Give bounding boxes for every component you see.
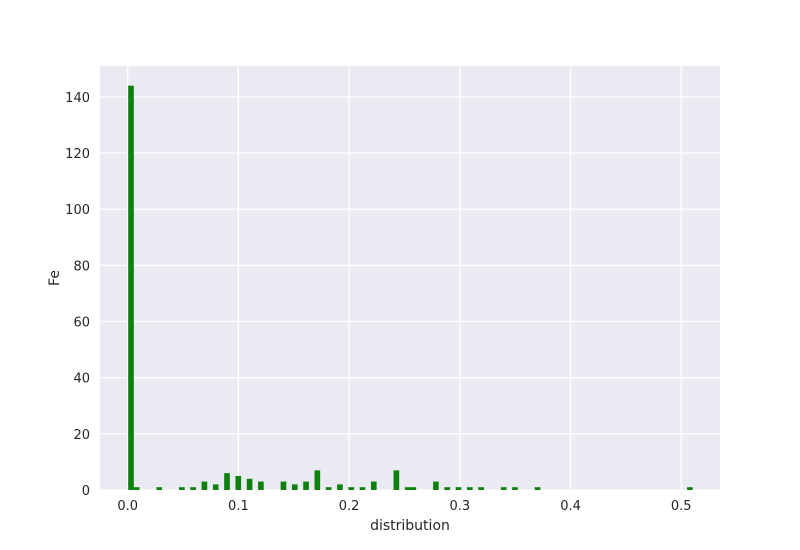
histogram-bars — [128, 85, 693, 490]
histogram-bar — [687, 487, 693, 490]
histogram-bar — [201, 481, 208, 490]
histogram-bar — [455, 487, 462, 490]
grid-lines — [100, 66, 720, 491]
y-tick-labels: 0 20 40 60 80 100 120 140 — [65, 91, 90, 499]
y-tick-label: 60 — [73, 316, 90, 331]
y-tick-label: 100 — [65, 203, 90, 218]
histogram-bar — [500, 487, 507, 490]
histogram-bar — [393, 470, 400, 490]
histogram-bar — [325, 487, 332, 490]
histogram-bar — [212, 484, 219, 490]
histogram-bar — [291, 484, 298, 490]
y-tick-label: 40 — [73, 372, 90, 387]
x-tick-label: 0.3 — [449, 499, 470, 514]
histogram-bar — [246, 478, 253, 490]
histogram-bar — [534, 487, 541, 490]
histogram-bar — [133, 487, 140, 490]
histogram-bar — [178, 487, 185, 490]
histogram-bar — [512, 487, 518, 490]
x-tick-label: 0.2 — [339, 499, 360, 514]
histogram-bar — [404, 487, 411, 490]
y-axis-label: Fe — [47, 270, 63, 286]
x-axis-label: distribution — [370, 518, 450, 534]
histogram-bar — [303, 481, 309, 490]
histogram-bar — [258, 481, 264, 490]
x-tick-label: 0.4 — [560, 499, 581, 514]
y-tick-label: 0 — [82, 484, 90, 499]
histogram-bar — [337, 484, 343, 490]
histogram-bar — [314, 470, 321, 490]
plot-background — [100, 66, 720, 490]
y-tick-label: 140 — [65, 91, 90, 106]
histogram-bar — [156, 487, 163, 490]
histogram-bar — [224, 473, 230, 490]
y-tick-label: 80 — [73, 259, 90, 274]
histogram-bar — [466, 487, 473, 490]
histogram-bar — [280, 481, 287, 490]
histogram-bar — [433, 481, 439, 490]
histogram-bar — [359, 487, 366, 490]
y-tick-label: 20 — [73, 428, 90, 443]
histogram-bar — [444, 487, 451, 490]
histogram-bar — [128, 85, 134, 490]
histogram-bar — [370, 481, 377, 490]
x-tick-labels: 0.0 0.1 0.2 0.3 0.4 0.5 — [117, 499, 691, 514]
histogram-bar — [410, 487, 417, 490]
histogram-bar — [478, 487, 484, 490]
x-tick-label: 0.5 — [671, 499, 692, 514]
x-tick-label: 0.1 — [228, 499, 249, 514]
histogram-bar — [348, 487, 355, 490]
histogram-bar — [190, 487, 196, 490]
y-tick-label: 120 — [65, 147, 90, 162]
histogram-bar — [235, 475, 242, 490]
x-tick-label: 0.0 — [117, 499, 138, 514]
